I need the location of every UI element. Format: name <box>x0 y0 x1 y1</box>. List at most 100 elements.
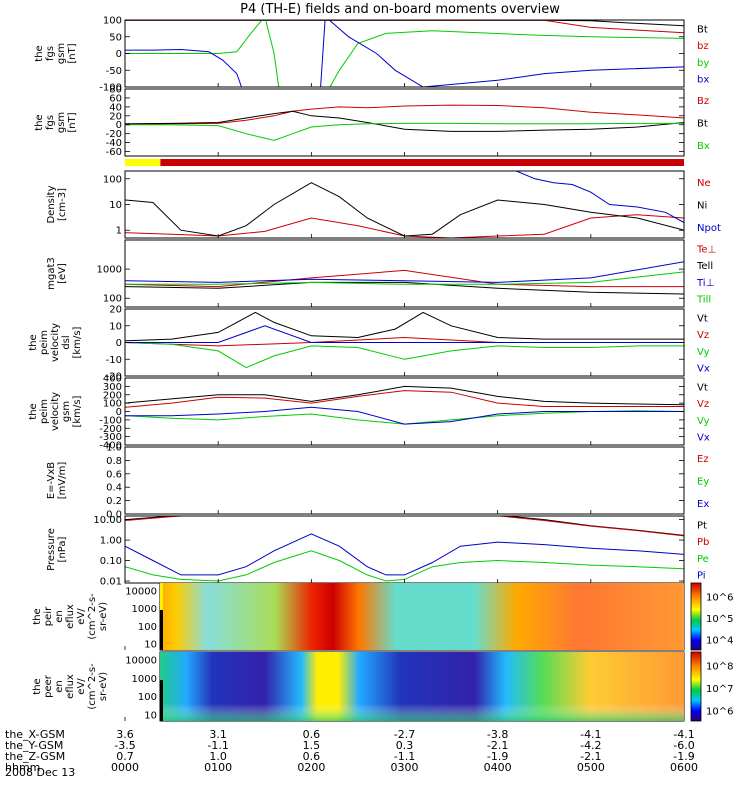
y-axis-label: gsm <box>56 43 67 64</box>
series-line-Tell <box>125 281 684 295</box>
legend-label: Ni <box>697 201 707 212</box>
y-axis-label: the <box>32 678 43 694</box>
panel-p1: Bt bz by bx 100 50 0 -50 -100 the fgs gsm [nT] <box>34 16 709 94</box>
y-tick-label: -300 <box>99 432 122 443</box>
colorbar-tick-label: 10^6 <box>706 707 733 718</box>
legend-label: Vy <box>697 347 710 358</box>
y-axis-label: peim <box>39 399 50 424</box>
panel-frame <box>124 170 685 239</box>
legend-label: Tell <box>696 261 713 272</box>
ephemeris-value: 0.6 <box>303 728 321 741</box>
y-tick-label: 300 <box>103 382 122 393</box>
ephemeris-row-label: the_Y-GSM <box>5 739 63 752</box>
y-tick-label: 0.4 <box>106 483 122 494</box>
series-line-Vt <box>125 311 684 342</box>
series-line-bx <box>125 20 684 87</box>
legend-label: bx <box>697 75 709 86</box>
y-tick-label: 10 <box>144 711 157 722</box>
series-line-Vy <box>125 342 684 369</box>
y-axis-label: eV/ <box>76 678 87 695</box>
ephemeris-value: 0.7 <box>116 750 134 763</box>
y-tick-label: -200 <box>99 424 122 435</box>
series-line-Ti⊥ <box>125 261 684 283</box>
y-tick-label: 1.00 <box>100 536 122 547</box>
y-tick-label: 100 <box>103 294 122 305</box>
ion-spectrogram-image <box>160 583 684 650</box>
y-tick-label: 10 <box>109 200 122 211</box>
y-tick-label: -60 <box>106 147 122 158</box>
y-axis-label: gsm <box>56 112 67 133</box>
legend-label: Ti⊥ <box>696 278 714 289</box>
series-line-Bt <box>125 110 684 132</box>
ephemeris-value: 0000 <box>111 761 139 774</box>
legend-label: Pi <box>697 571 706 582</box>
y-axis-label: the <box>32 608 43 624</box>
legend-label: Pt <box>697 520 707 531</box>
y-tick-label: 400 <box>103 374 122 385</box>
ion-colorbar <box>690 582 702 651</box>
ephemeris-value: 0100 <box>204 761 232 774</box>
y-tick-label: 100 <box>138 692 157 703</box>
y-tick-label: 1000 <box>132 604 157 615</box>
panel-frame <box>124 239 685 308</box>
legend-label: Vt <box>697 313 708 324</box>
y-axis-label: sr-eV) <box>98 672 109 701</box>
legend-label: Vt <box>697 382 708 393</box>
series-line-Bt <box>125 20 684 27</box>
ephemeris-value: -1.9 <box>673 750 694 763</box>
ephemeris-value: -2.7 <box>394 728 415 741</box>
ephemeris-value: 0200 <box>297 761 325 774</box>
series-line-Ni <box>125 182 684 237</box>
legend-label: Pb <box>697 537 709 548</box>
series-line-Vx <box>125 406 684 425</box>
legend-label: Vz <box>697 399 709 410</box>
ephemeris-value: 3.1 <box>209 728 227 741</box>
y-tick-label: -20 <box>106 372 122 383</box>
y-axis-label: eflux <box>65 604 76 629</box>
y-axis-label: dsl <box>61 335 72 349</box>
panel-frame <box>124 446 685 515</box>
series-line-Bx <box>125 122 684 141</box>
y-tick-label: 100 <box>138 622 157 633</box>
ephemeris-value: -3.5 <box>114 739 135 752</box>
y-axis-label: [cm-3] <box>57 188 68 221</box>
ephemeris-row-label: hhmm <box>5 761 40 774</box>
ephemeris-row-label: the_Z-GSM <box>5 750 65 763</box>
series-line-Pe <box>125 550 684 582</box>
legend-label: by <box>697 58 709 69</box>
legend-label: Bx <box>697 141 710 152</box>
y-axis-label: Pressure <box>46 528 57 571</box>
y-tick-label: 10000 <box>125 656 157 667</box>
y-axis-label: the <box>28 334 39 350</box>
ephemeris-value: -1.1 <box>207 739 228 752</box>
y-axis-label: en <box>54 680 65 693</box>
ephemeris-table: the_X-GSMthe_Y-GSMthe_Z-GSMhhmm3.6-3.50.… <box>5 728 698 774</box>
y-axis-label: the <box>28 403 39 419</box>
legend-label: Vx <box>697 433 710 444</box>
ephemeris-value: 0500 <box>577 761 605 774</box>
series-line-Npot <box>516 171 684 223</box>
y-tick-label: 100 <box>103 174 122 185</box>
legend-label: Ey <box>697 477 709 488</box>
y-tick-label: -10 <box>106 355 122 366</box>
series-line-Till <box>125 271 684 285</box>
ephemeris-value: -3.8 <box>487 728 508 741</box>
y-axis-label: eflux <box>65 674 76 699</box>
y-axis-label: [nT] <box>67 112 78 132</box>
y-tick-label: 80 <box>109 85 122 96</box>
ephemeris-value: 1.0 <box>209 750 227 763</box>
series-line-bz <box>125 20 684 34</box>
ephemeris-value: -1.9 <box>487 750 508 763</box>
ephemeris-value: 0400 <box>484 761 512 774</box>
ephemeris-value: 0600 <box>670 761 698 774</box>
series-line-by <box>125 20 684 87</box>
y-axis-label: the <box>34 114 45 130</box>
ephemeris-value: 3.6 <box>116 728 134 741</box>
y-axis-label: en <box>54 610 65 623</box>
legend-label: Ex <box>697 499 709 510</box>
y-tick-label: 10.00 <box>93 515 122 526</box>
panel-p5: Vt Vz Vy Vx 20 10 0 -10 -20 the peim velocity dsl [km… <box>28 305 710 383</box>
y-axis-label: (cm^2-s- <box>87 663 98 710</box>
y-tick-label: 100 <box>103 399 122 410</box>
